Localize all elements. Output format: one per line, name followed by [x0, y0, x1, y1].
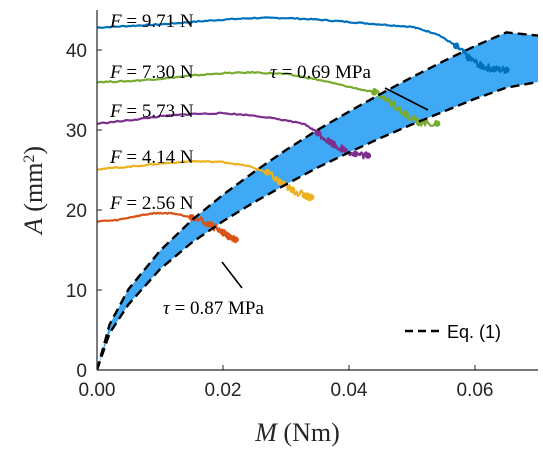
axes: 0.00 0.02 0.04 0.06 0 10 20 30 40 M (Nm) A (mm2) — [19, 10, 538, 447]
series-point-3-6 — [263, 169, 271, 176]
tau-upper-label: τ = 0.69 MPa — [270, 62, 371, 83]
eq1-lower-line — [97, 80, 538, 370]
series-point-3-10 — [308, 194, 315, 201]
series-label-4: F = 2.56 N — [109, 193, 194, 214]
series-2 — [97, 111, 372, 160]
annotations: F = 9.71 N F = 7.30 N F = 5.73 N F = 4.14 N… — [109, 11, 429, 319]
y-tick-label-0: 0 — [76, 361, 87, 382]
series-point-0-15 — [490, 66, 498, 73]
series-point-2-12 — [364, 152, 372, 159]
series-0 — [97, 16, 510, 75]
series-point-1-11 — [402, 110, 409, 118]
eq1-upper-line — [97, 31, 538, 370]
y-tick-label-1: 10 — [66, 281, 87, 302]
series-point-4-7 — [219, 229, 227, 236]
y-tick-label-4: 40 — [66, 41, 87, 62]
series-4 — [97, 211, 239, 244]
x-axis-label: M (Nm) — [254, 418, 340, 447]
series-point-4-8 — [226, 234, 233, 241]
series-point-1-13 — [434, 120, 441, 127]
tau-lower-label: τ = 0.87 MPa — [163, 298, 264, 319]
series-point-3-9 — [301, 192, 309, 199]
y-tick-label-3: 30 — [66, 121, 87, 142]
legend: Eq. (1) — [405, 322, 501, 342]
series-point-0-16 — [503, 66, 510, 74]
series-point-2-10 — [339, 146, 346, 153]
x-tick-label-1: 0.02 — [205, 380, 242, 401]
series-point-4-9 — [232, 236, 239, 243]
data-layer — [97, 16, 538, 370]
series-point-2-8 — [314, 129, 321, 136]
series-point-2-9 — [326, 138, 334, 146]
x-tick-label-3: 0.06 — [457, 380, 494, 401]
series-label-2: F = 5.73 N — [109, 101, 194, 122]
x-tick-label-2: 0.04 — [331, 380, 368, 401]
series-label-3: F = 4.14 N — [109, 147, 194, 168]
series-point-4-6 — [207, 221, 214, 228]
series-3 — [97, 159, 315, 202]
series-point-0-14 — [478, 62, 485, 70]
y-axis-label: A (mm2) — [19, 146, 48, 236]
tau-lower-leader — [221, 261, 243, 289]
series-point-0-12 — [452, 42, 460, 50]
legend-label: Eq. (1) — [447, 322, 501, 342]
series-1 — [97, 70, 441, 128]
series-label-1: F = 7.30 N — [109, 62, 194, 83]
series-label-0: F = 9.71 N — [109, 11, 194, 32]
series-line-3 — [97, 159, 313, 202]
y-tick-label-2: 20 — [66, 201, 87, 222]
series-line-0 — [97, 16, 508, 75]
band-fill — [97, 32, 538, 370]
tau-upper-leader — [384, 87, 429, 111]
x-tick-label-0: 0.00 — [79, 380, 116, 401]
series-point-3-8 — [289, 186, 296, 194]
series-point-2-11 — [352, 150, 359, 158]
series-point-1-9 — [371, 89, 378, 96]
series-line-4 — [97, 211, 237, 244]
series-point-1-10 — [389, 100, 397, 107]
series-point-3-7 — [276, 178, 283, 186]
series-point-0-13 — [465, 54, 472, 62]
